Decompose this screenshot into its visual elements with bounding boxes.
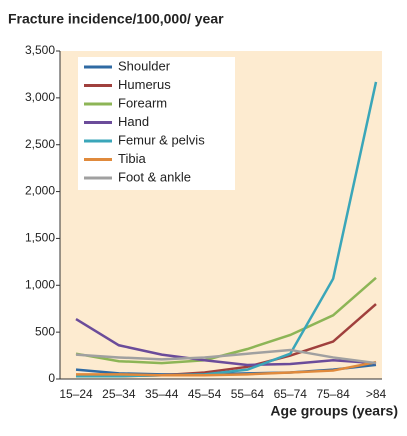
legend-label: Foot & ankle [118,169,191,184]
series-line [76,81,378,378]
legend-label: Shoulder [118,58,171,73]
y-tick-label: 500 [35,324,55,338]
x-tick-label: 15–24 [59,387,93,401]
legend-label: Hand [118,114,149,129]
y-tick-label: 2,000 [25,184,55,198]
y-tick-label: 3,500 [25,43,55,57]
y-tick-label: 1,500 [25,231,55,245]
chart-title: Fracture incidence/100,000/ year [8,11,224,27]
x-tick-label: >84 [366,387,387,401]
y-tick-label: 1,000 [25,277,55,291]
x-tick-label: 65–74 [274,387,308,401]
legend-label: Tibia [118,151,146,166]
x-tick-label: 75–84 [316,387,350,401]
y-tick-label: 3,000 [25,90,55,104]
x-tick-label: 55–64 [231,387,265,401]
legend-label: Forearm [118,95,167,110]
x-tick-label: 35–44 [145,387,179,401]
series-line [75,317,377,367]
x-tick-label: 25–34 [102,387,136,401]
x-axis-label: Age groups (years) [270,403,398,419]
series-line [76,360,377,377]
x-tick-label: 45–54 [188,387,222,401]
legend-label: Femur & pelvis [118,132,205,147]
y-tick-label: 0 [48,371,55,385]
y-tick-label: 2,500 [25,137,55,151]
legend-label: Humerus [118,77,171,92]
series-line [75,348,377,365]
